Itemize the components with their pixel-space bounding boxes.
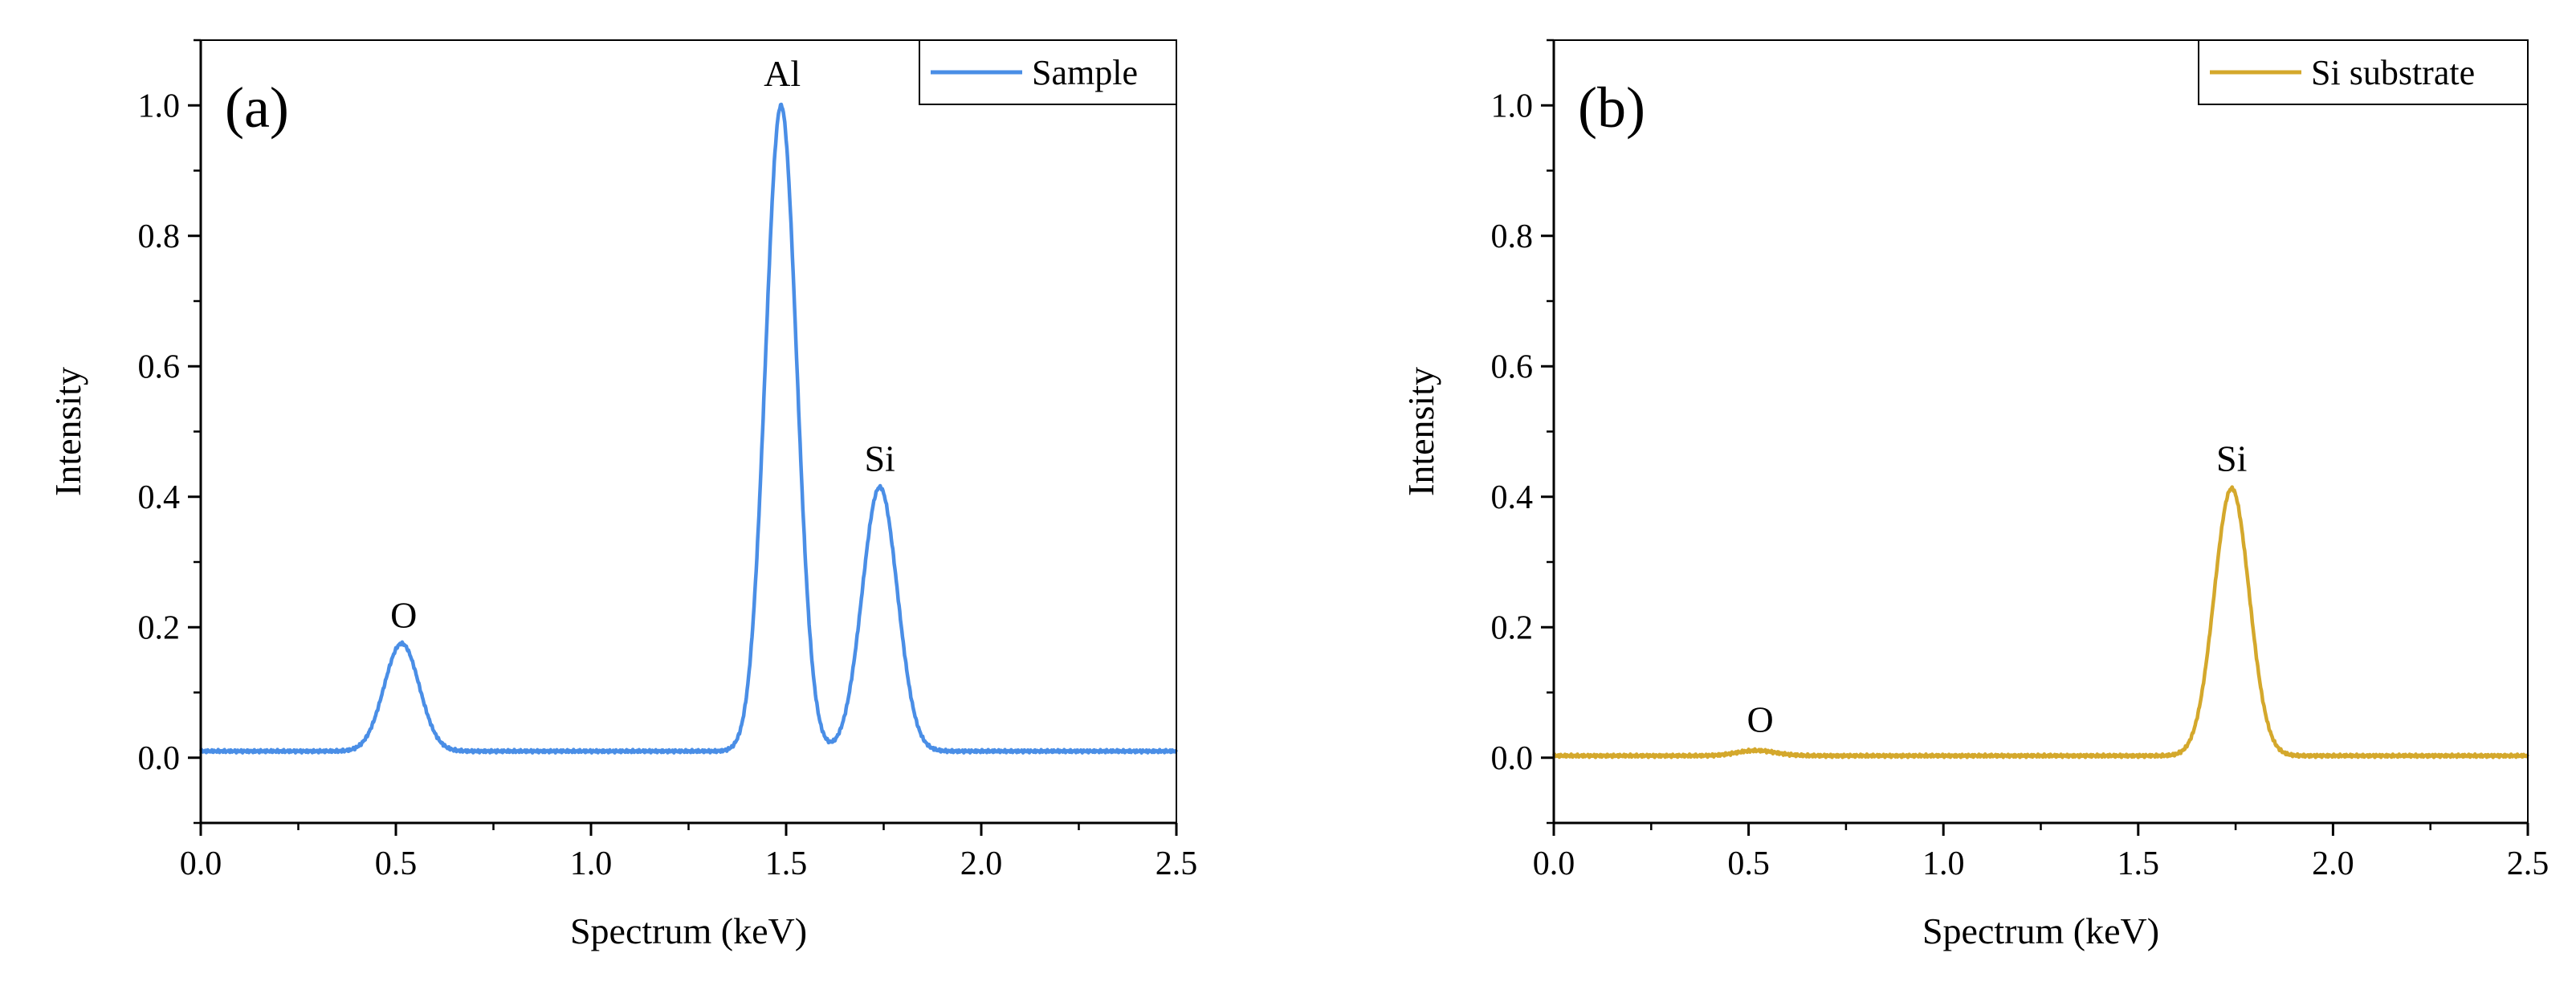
chart-panel-1: 0.0 0.5 1.0 1.5 2.0 2.5 0.0 0.2 0.4 0.6 0.8 1.0 Spec… — [47, 39, 1198, 951]
x-tick-label: 1.5 — [765, 845, 808, 882]
y-tick-label: 0.8 — [1491, 218, 1534, 255]
y-tick-label: 0.0 — [1491, 740, 1534, 777]
panel-label: (b) — [1578, 75, 1645, 140]
y-tick-label: 0.2 — [1491, 609, 1534, 646]
x-tick-label: 2.0 — [2312, 845, 2354, 882]
y-tick-label: 0.6 — [138, 348, 181, 385]
series-line-si-substrate — [1551, 485, 2529, 760]
legend: Sample — [919, 39, 1177, 105]
chart-panel-2: 0.0 0.5 1.0 1.5 2.0 2.5 0.0 0.2 0.4 0.6 0.8 1.0 Spec… — [1400, 39, 2550, 951]
peak-label-al: Al — [764, 53, 801, 94]
panel-label: (a) — [225, 75, 289, 140]
x-tick-label: 0.5 — [375, 845, 418, 882]
x-tick-label: 1.0 — [1922, 845, 1965, 882]
peak-label-si: Si — [864, 438, 895, 479]
series-line-sample — [198, 102, 1178, 755]
x-tick-label: 1.0 — [570, 845, 613, 882]
x-tick-label: 2.5 — [1156, 845, 1198, 882]
y-axis-title: Intensity — [1400, 367, 1441, 496]
x-axis-title: Spectrum (keV) — [570, 910, 807, 951]
y-tick-label: 1.0 — [138, 88, 181, 124]
y-tick-label: 0.4 — [1491, 479, 1534, 516]
x-tick-label: 0.0 — [1533, 845, 1575, 882]
legend-label: Si substrate — [2311, 53, 2475, 92]
legend: Si substrate — [2198, 39, 2529, 105]
x-tick-label: 2.5 — [2507, 845, 2550, 882]
peak-label-o: O — [1747, 698, 1774, 739]
y-tick-label: 0.6 — [1491, 348, 1534, 385]
y-tick-label: 0.0 — [138, 740, 181, 777]
x-tick-label: 2.0 — [960, 845, 1003, 882]
x-tick-label: 0.5 — [1727, 845, 1770, 882]
legend-label: Sample — [1032, 53, 1138, 92]
y-tick-label: 1.0 — [1491, 88, 1534, 124]
x-tick-label: 0.0 — [180, 845, 222, 882]
peak-label-si: Si — [2216, 438, 2247, 479]
x-axis-title: Spectrum (keV) — [1922, 910, 2159, 951]
y-tick-label: 0.4 — [138, 479, 181, 516]
y-axis-title: Intensity — [47, 367, 88, 496]
y-tick-label: 0.2 — [138, 609, 181, 646]
x-tick-label: 1.5 — [2117, 845, 2160, 882]
y-tick-label: 0.8 — [138, 218, 181, 255]
peak-label-o: O — [390, 594, 417, 635]
